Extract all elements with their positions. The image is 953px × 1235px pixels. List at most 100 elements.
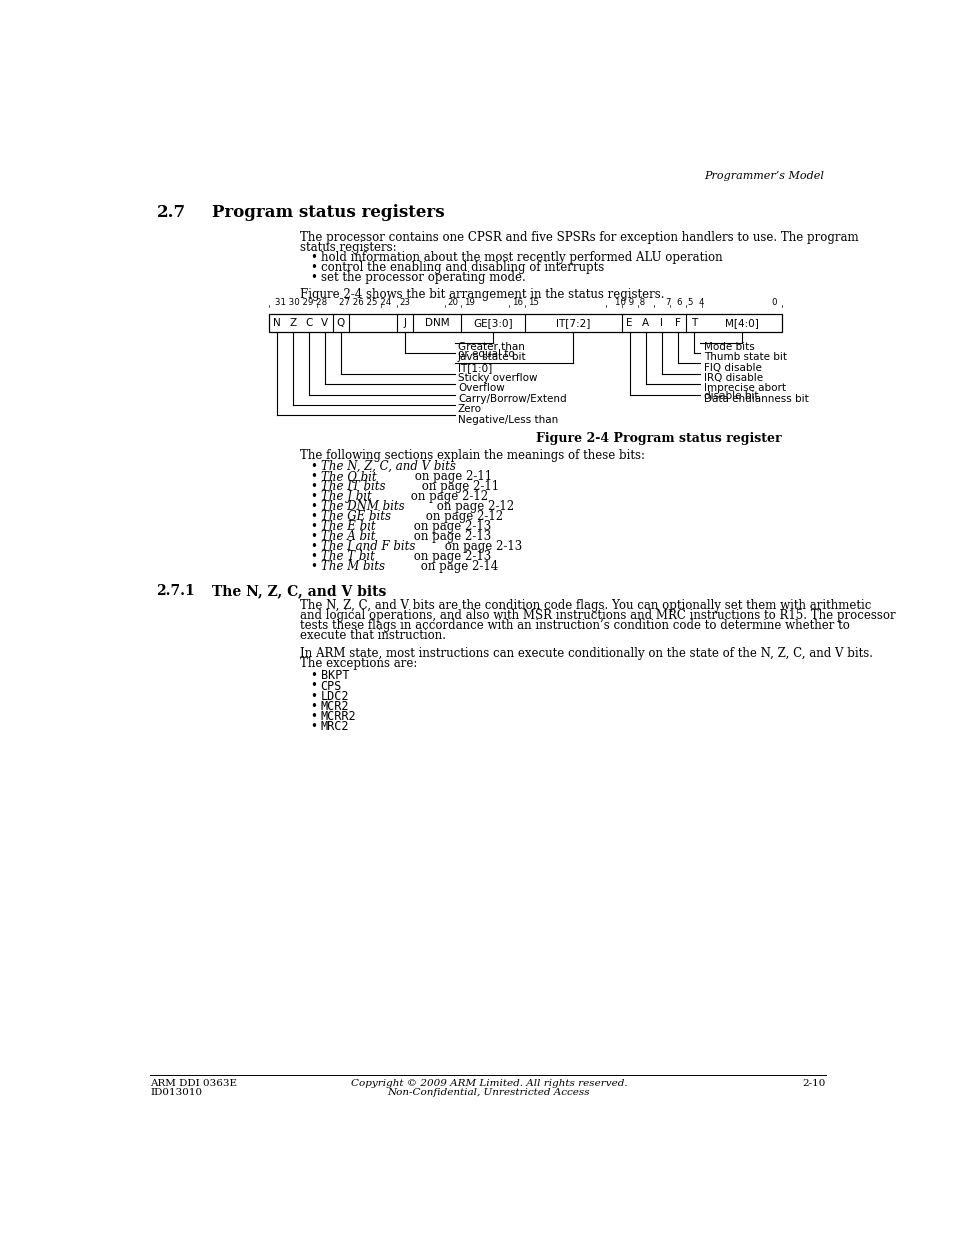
Text: control the enabling and disabling of interrupts: control the enabling and disabling of in… [320,262,603,274]
Text: MCRR2: MCRR2 [320,710,356,722]
Text: or equal to: or equal to [457,350,514,359]
Text: MCR2: MCR2 [320,699,349,713]
Text: 7  6  5  4: 7 6 5 4 [666,298,704,306]
Text: N: N [273,317,280,329]
Text: •: • [310,710,316,722]
Text: The T bit: The T bit [320,550,375,563]
Text: Imprecise abort: Imprecise abort [703,383,784,394]
Text: The processor contains one CPSR and five SPSRs for exception handlers to use. Th: The processor contains one CPSR and five… [299,231,858,245]
Text: The N, Z, C, and V bits are the condition code flags. You can optionally set the: The N, Z, C, and V bits are the conditio… [299,599,870,613]
Text: •: • [310,550,316,563]
Text: IT[1:0]: IT[1:0] [457,363,492,373]
Text: The following sections explain the meanings of these bits:: The following sections explain the meani… [299,450,644,462]
Text: •: • [310,500,316,513]
Text: DNM: DNM [424,317,449,329]
Text: Programmer’s Model: Programmer’s Model [704,172,823,182]
Text: The E bit: The E bit [320,520,375,534]
Text: Overflow: Overflow [457,383,504,394]
Text: •: • [310,252,316,264]
Text: 19: 19 [463,298,475,306]
Text: T: T [690,317,696,329]
Text: Thumb state bit: Thumb state bit [703,352,786,362]
Bar [269,314,781,332]
Text: •: • [310,699,316,713]
Text: Figure 2-4 shows the bit arrangement in the status registers.: Figure 2-4 shows the bit arrangement in … [299,288,663,301]
Text: IRQ disable: IRQ disable [703,373,762,383]
Text: 23: 23 [399,298,410,306]
Text: Zero: Zero [457,404,481,414]
Text: 15: 15 [527,298,538,306]
Text: tests these flags in accordance with an instruction’s condition code to determin: tests these flags in accordance with an … [299,620,849,632]
Text: Q: Q [336,317,345,329]
Text: Z: Z [289,317,296,329]
Text: •: • [310,530,316,543]
Text: Figure 2-4 Program status register: Figure 2-4 Program status register [536,432,781,446]
Text: The M bits: The M bits [320,561,384,573]
Text: M[4:0]: M[4:0] [724,317,758,329]
Text: •: • [310,480,316,493]
Text: •: • [310,540,316,553]
Text: •: • [310,490,316,503]
Text: status registers:: status registers: [299,241,396,254]
Text: on page 2-12: on page 2-12 [433,500,514,513]
Text: Data endianness bit: Data endianness bit [703,394,807,404]
Text: C: C [305,317,313,329]
Text: A: A [641,317,648,329]
Text: •: • [310,510,316,524]
Text: E: E [626,317,632,329]
Text: Sticky overflow: Sticky overflow [457,373,537,383]
Text: CPS: CPS [320,679,342,693]
Text: 2.7.1: 2.7.1 [156,584,195,598]
Text: The I and F bits: The I and F bits [320,540,415,553]
Text: on page 2-12: on page 2-12 [407,490,488,503]
Text: •: • [310,720,316,732]
Text: BKPT: BKPT [320,669,349,683]
Text: In ARM state, most instructions can execute conditionally on the state of the N,: In ARM state, most instructions can exec… [299,647,872,661]
Text: The N, Z, C, and V bits: The N, Z, C, and V bits [320,461,456,473]
Text: GE[3:0]: GE[3:0] [473,317,513,329]
Text: 0: 0 [770,298,776,306]
Text: disable bit: disable bit [703,390,758,400]
Text: 2.7: 2.7 [156,204,186,221]
Text: 2-10: 2-10 [801,1079,825,1088]
Text: The exceptions are:: The exceptions are: [299,657,416,671]
Text: Java state bit: Java state bit [457,352,526,362]
Text: 27 26 25 24: 27 26 25 24 [338,298,391,306]
Text: •: • [310,520,316,534]
Text: ID013010: ID013010 [150,1088,202,1097]
Text: Copyright © 2009 ARM Limited. All rights reserved.: Copyright © 2009 ARM Limited. All rights… [351,1079,626,1088]
Text: •: • [310,669,316,683]
Text: set the processor operating mode.: set the processor operating mode. [320,272,525,284]
Text: •: • [310,561,316,573]
Text: F: F [674,317,679,329]
Text: on page 2-13: on page 2-13 [410,530,491,543]
Text: The GE bits: The GE bits [320,510,391,524]
Text: on page 2-14: on page 2-14 [417,561,498,573]
Text: The Q bit: The Q bit [320,471,376,483]
Text: on page 2-13: on page 2-13 [440,540,521,553]
Text: on page 2-11: on page 2-11 [411,471,492,483]
Text: hold information about the most recently performed ALU operation: hold information about the most recently… [320,252,721,264]
Text: •: • [310,679,316,693]
Text: Mode bits: Mode bits [703,342,754,352]
Text: I: I [659,317,662,329]
Text: on page 2-13: on page 2-13 [410,520,491,534]
Text: J: J [403,317,406,329]
Text: Program status registers: Program status registers [212,204,444,221]
Text: IT[7:2]: IT[7:2] [556,317,590,329]
Text: 31 30 29 28: 31 30 29 28 [274,298,327,306]
Text: Greater than: Greater than [457,342,524,352]
Text: 20: 20 [447,298,458,306]
Text: •: • [310,272,316,284]
Text: FIQ disable: FIQ disable [703,363,760,373]
Text: LDC2: LDC2 [320,689,349,703]
Text: The A bit: The A bit [320,530,375,543]
Text: The N, Z, C, and V bits: The N, Z, C, and V bits [212,584,386,598]
Text: Negative/Less than: Negative/Less than [457,415,558,425]
Text: The IT bits: The IT bits [320,480,385,493]
Text: on page 2-13: on page 2-13 [409,550,491,563]
Text: •: • [310,461,316,473]
Text: MRC2: MRC2 [320,720,349,732]
Text: execute that instruction.: execute that instruction. [299,630,445,642]
Text: •: • [310,471,316,483]
